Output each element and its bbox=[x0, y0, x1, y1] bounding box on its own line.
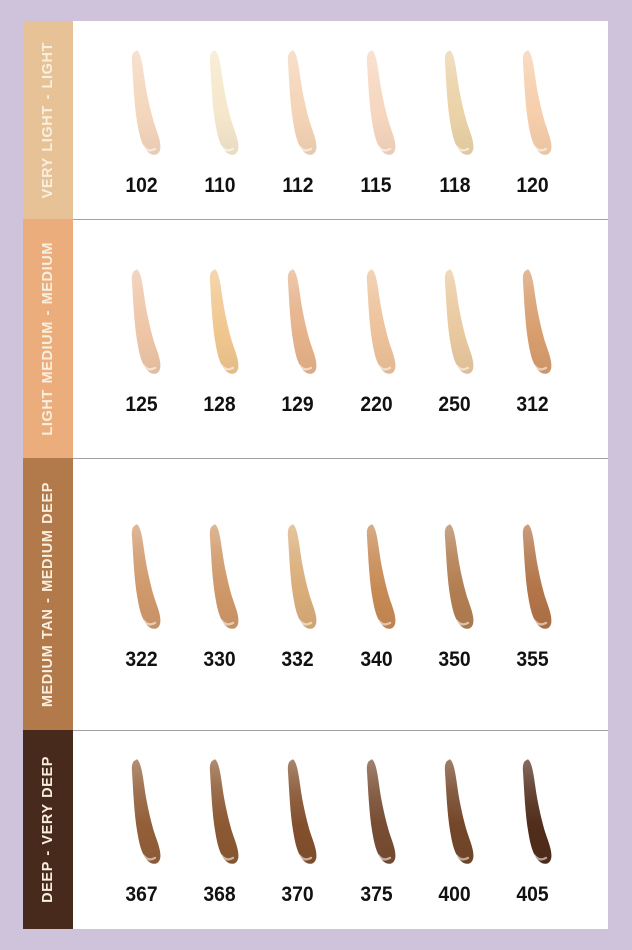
foundation-smear-icon bbox=[288, 269, 317, 374]
shade-swatch-cell: 400 bbox=[415, 758, 493, 907]
shade-swatch-cell: 220 bbox=[337, 268, 415, 417]
shade-swatch-cell: 322 bbox=[102, 523, 180, 672]
foundation-smear-icon bbox=[366, 269, 396, 374]
shade-swatch-cell: 120 bbox=[494, 49, 572, 198]
shade-number-label: 120 bbox=[516, 173, 549, 197]
shade-number-label: 370 bbox=[281, 883, 314, 907]
shade-number-label: 250 bbox=[438, 392, 471, 416]
shade-swatch-cell: 110 bbox=[180, 49, 258, 198]
shade-number-label: 375 bbox=[360, 883, 393, 907]
shade-swatch-cell: 125 bbox=[102, 268, 180, 417]
shade-row-content: 102 110 112 115 bbox=[73, 21, 608, 220]
foundation-smear-icon bbox=[523, 269, 552, 374]
shade-number-label: 220 bbox=[360, 392, 393, 416]
foundation-smear-icon bbox=[209, 269, 239, 374]
foundation-smear-icon bbox=[131, 759, 161, 865]
shade-number-label: 400 bbox=[438, 883, 471, 907]
foundation-smear-icon bbox=[131, 524, 161, 629]
shade-number-label: 405 bbox=[516, 883, 549, 907]
shade-number-label: 355 bbox=[516, 648, 549, 672]
shade-chart: VERY LIGHT - LIGHT 102 110 112 bbox=[23, 21, 608, 929]
shade-number-label: 128 bbox=[203, 392, 236, 416]
shade-number-label: 322 bbox=[125, 648, 158, 672]
shade-range-band: DEEP - VERY DEEP bbox=[23, 729, 73, 929]
shade-range-label: LIGHT MEDIUM - MEDIUM bbox=[40, 242, 56, 436]
shade-range-band: MEDIUM TAN - MEDIUM DEEP bbox=[23, 458, 73, 730]
foundation-smear-icon bbox=[523, 759, 552, 865]
shade-swatch-cell: 102 bbox=[102, 49, 180, 198]
shade-range-label: DEEP - VERY DEEP bbox=[40, 755, 56, 903]
shade-range-band: LIGHT MEDIUM - MEDIUM bbox=[23, 219, 73, 459]
shade-number-label: 118 bbox=[438, 173, 471, 197]
foundation-smear-icon bbox=[288, 524, 317, 629]
foundation-smear-icon bbox=[444, 524, 474, 629]
foundation-smear-icon bbox=[209, 759, 239, 865]
shade-row-content: 125 128 129 220 bbox=[73, 219, 608, 459]
shade-number-label: 110 bbox=[203, 173, 236, 197]
shade-number-label: 312 bbox=[516, 392, 549, 416]
shade-number-label: 340 bbox=[360, 648, 393, 672]
shade-swatch-cell: 340 bbox=[337, 523, 415, 672]
shade-number-label: 367 bbox=[125, 883, 158, 907]
foundation-smear-icon bbox=[209, 50, 239, 155]
shade-swatch-cell: 115 bbox=[337, 49, 415, 198]
shade-swatch-cell: 128 bbox=[180, 268, 258, 417]
shade-number-label: 102 bbox=[125, 173, 158, 197]
shade-swatch-cell: 118 bbox=[415, 49, 493, 198]
shade-number-label: 368 bbox=[203, 883, 236, 907]
foundation-smear-icon bbox=[131, 50, 161, 155]
foundation-smear-icon bbox=[444, 269, 474, 374]
shade-number-label: 112 bbox=[282, 173, 314, 197]
shade-swatch-cell: 355 bbox=[494, 523, 572, 672]
shade-swatch-cell: 330 bbox=[180, 523, 258, 672]
foundation-smear-icon bbox=[366, 759, 396, 865]
shade-number-label: 115 bbox=[360, 173, 392, 197]
shade-row: VERY LIGHT - LIGHT 102 110 112 bbox=[23, 21, 608, 220]
shade-range-label: VERY LIGHT - LIGHT bbox=[40, 42, 56, 199]
foundation-smear-icon bbox=[523, 50, 552, 155]
foundation-smear-icon bbox=[444, 50, 474, 155]
shade-row: LIGHT MEDIUM - MEDIUM 125 128 1 bbox=[23, 219, 608, 459]
foundation-smear-icon bbox=[209, 524, 239, 629]
shade-range-band: VERY LIGHT - LIGHT bbox=[23, 21, 73, 220]
shade-number-label: 330 bbox=[203, 648, 236, 672]
foundation-smear-icon bbox=[288, 50, 317, 155]
shade-number-label: 125 bbox=[125, 392, 158, 416]
shade-range-label: MEDIUM TAN - MEDIUM DEEP bbox=[40, 481, 56, 707]
shade-swatch-cell: 367 bbox=[102, 758, 180, 907]
shade-swatch-cell: 368 bbox=[180, 758, 258, 907]
shade-swatch-cell: 250 bbox=[415, 268, 493, 417]
foundation-smear-icon bbox=[444, 759, 474, 865]
shade-swatch-cell: 112 bbox=[259, 49, 337, 198]
shade-swatch-cell: 370 bbox=[259, 758, 337, 907]
shade-row-content: 322 330 332 340 bbox=[73, 458, 608, 730]
shade-swatch-cell: 350 bbox=[415, 523, 493, 672]
foundation-smear-icon bbox=[366, 524, 396, 629]
foundation-smear-icon bbox=[288, 759, 317, 865]
shade-row: DEEP - VERY DEEP 367 368 370 bbox=[23, 729, 608, 929]
shade-number-label: 332 bbox=[281, 648, 314, 672]
foundation-smear-icon bbox=[366, 50, 396, 155]
shade-swatch-cell: 405 bbox=[494, 758, 572, 907]
shade-swatch-cell: 129 bbox=[259, 268, 337, 417]
shade-number-label: 350 bbox=[438, 648, 471, 672]
shade-swatch-cell: 312 bbox=[494, 268, 572, 417]
foundation-smear-icon bbox=[523, 524, 552, 629]
shade-row-content: 367 368 370 375 bbox=[73, 729, 608, 929]
shade-swatch-cell: 375 bbox=[337, 758, 415, 907]
shade-row: MEDIUM TAN - MEDIUM DEEP 322 330 bbox=[23, 458, 608, 730]
shade-swatch-cell: 332 bbox=[259, 523, 337, 672]
foundation-smear-icon bbox=[131, 269, 161, 374]
shade-number-label: 129 bbox=[281, 392, 314, 416]
